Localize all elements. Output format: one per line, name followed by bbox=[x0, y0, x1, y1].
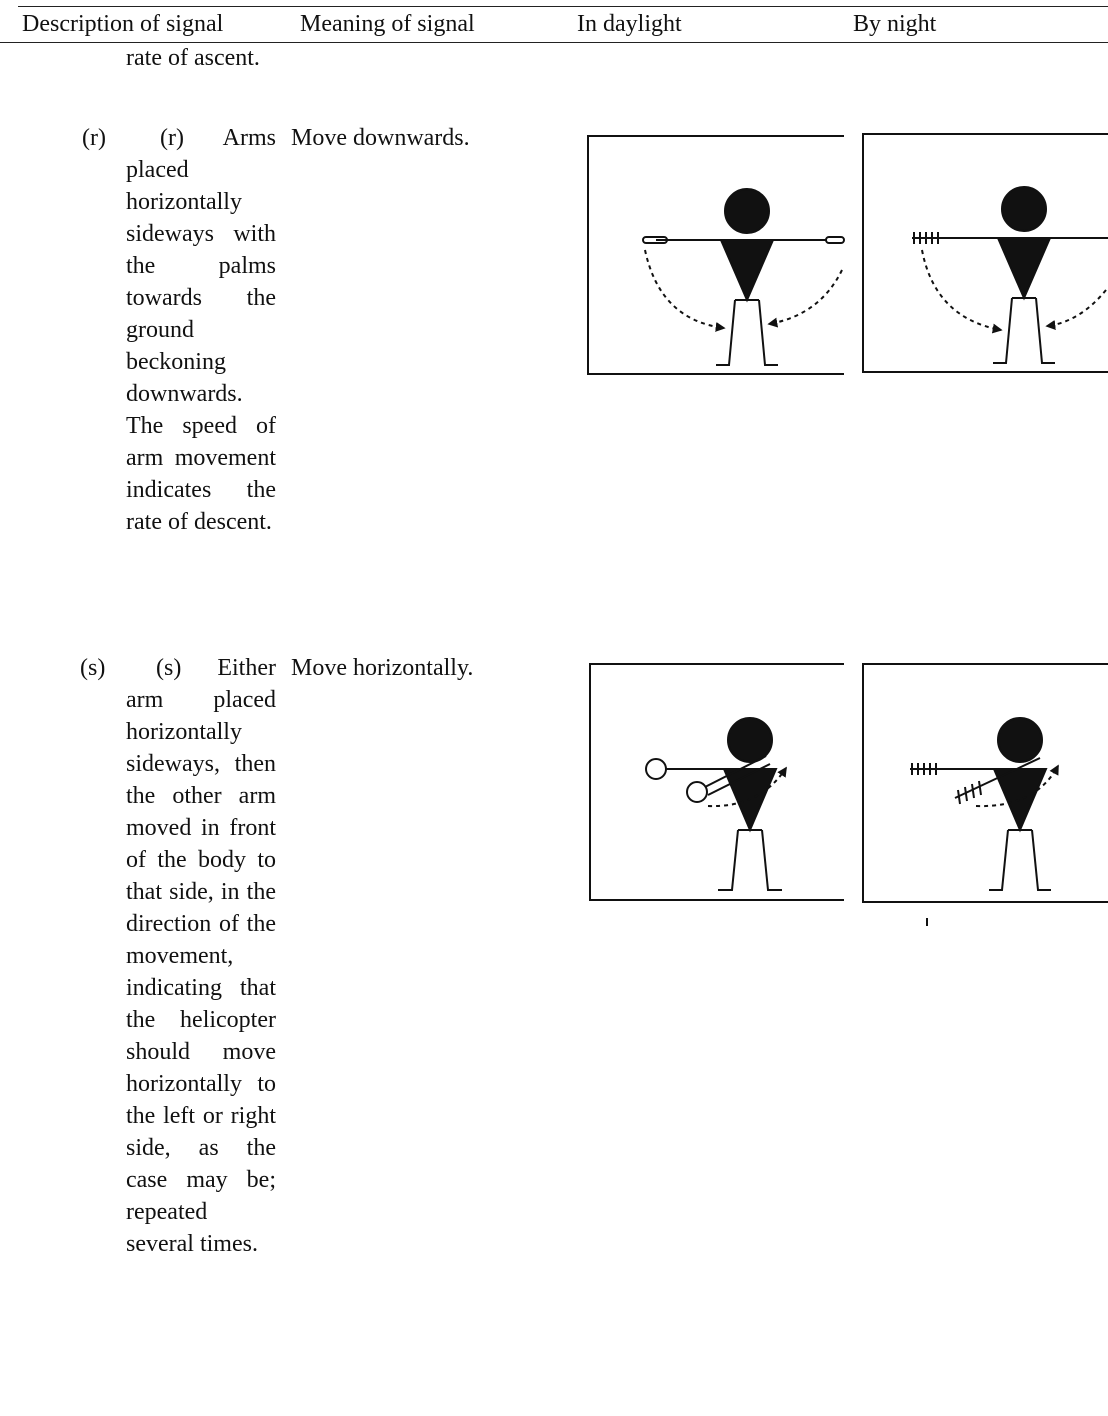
header-rule bbox=[0, 42, 1108, 43]
header-cell: In daylight bbox=[577, 11, 682, 37]
description-continuation: rate of ascent. bbox=[126, 45, 260, 71]
daylight-figure bbox=[589, 663, 844, 901]
top-rule bbox=[18, 6, 1108, 7]
description: (s) Either arm placed horizontally sidew… bbox=[126, 655, 276, 1257]
meaning: Move horizontally. bbox=[291, 655, 474, 681]
row-label: (s) bbox=[80, 655, 106, 681]
daylight-figure bbox=[587, 135, 845, 375]
description: (r) Arms placed horizontally sideways wi… bbox=[126, 125, 276, 535]
header-cell: Description of signal bbox=[22, 11, 224, 37]
header-cell: By night bbox=[853, 11, 937, 37]
header-cell: Meaning of signal bbox=[300, 11, 475, 37]
row-label: (r) bbox=[82, 125, 106, 151]
meaning: Move downwards. bbox=[291, 125, 470, 151]
night-figure bbox=[862, 133, 1108, 373]
night-figure bbox=[862, 663, 1108, 903]
